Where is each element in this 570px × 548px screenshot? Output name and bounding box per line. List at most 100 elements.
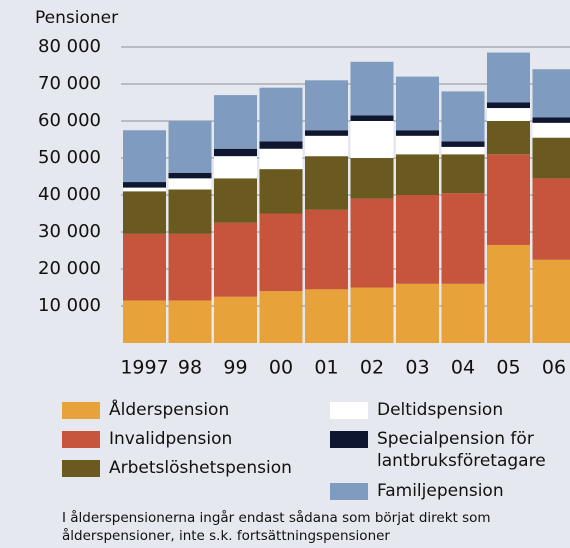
bar-segment bbox=[259, 169, 303, 214]
bar-segment bbox=[487, 121, 530, 155]
legend-item: Ålderspension bbox=[62, 399, 229, 421]
bar-segment bbox=[214, 148, 257, 157]
legend-item: Familjepension bbox=[330, 480, 570, 502]
x-tick-label: 99 bbox=[223, 357, 247, 379]
bar-segment bbox=[396, 195, 439, 284]
bar-segment bbox=[123, 233, 166, 301]
x-tick-label: 00 bbox=[269, 357, 293, 379]
bar-segment bbox=[396, 130, 439, 136]
bar-segment bbox=[214, 222, 257, 297]
bar-segment bbox=[123, 130, 166, 183]
bar-segment bbox=[168, 233, 212, 301]
x-tick-label: 03 bbox=[405, 357, 429, 379]
bar-segment bbox=[123, 191, 166, 234]
bar-segment bbox=[532, 69, 570, 118]
y-tick-label: 70 000 bbox=[38, 73, 101, 94]
x-tick-label: 01 bbox=[314, 357, 338, 379]
bar-segment bbox=[123, 187, 166, 192]
bar-segment bbox=[350, 287, 394, 343]
legend-swatch bbox=[330, 402, 368, 419]
bar-segment bbox=[259, 213, 303, 292]
bar-segment bbox=[168, 189, 212, 234]
legend-item: Deltidspension bbox=[330, 399, 570, 421]
bar-segment bbox=[441, 283, 485, 343]
bar-segment bbox=[168, 178, 212, 190]
legend-swatch bbox=[62, 460, 100, 477]
y-axis-label: Pensioner bbox=[35, 8, 118, 28]
bar-segment bbox=[441, 193, 485, 284]
legend-label: Invalidpension bbox=[109, 429, 233, 449]
bar-segment bbox=[214, 156, 257, 179]
legend-label: Deltidspension bbox=[377, 400, 504, 420]
bar-segment bbox=[441, 141, 485, 147]
legend-label: Arbetslöshetspension bbox=[109, 458, 292, 478]
legend-item: Arbetslöshetspension bbox=[62, 457, 292, 479]
bar-segment bbox=[487, 154, 530, 245]
y-tick-label: 30 000 bbox=[38, 221, 101, 242]
y-tick-label: 80 000 bbox=[38, 36, 101, 57]
bar-segment bbox=[350, 61, 394, 116]
bar-segment bbox=[168, 300, 212, 343]
bar-segment bbox=[350, 115, 394, 121]
bar-segment bbox=[487, 108, 530, 121]
legend-item: Invalidpension bbox=[62, 428, 232, 450]
footnote: I ålderspensionerna ingår endast sådana … bbox=[62, 510, 491, 544]
bar-segment bbox=[487, 102, 530, 109]
bar-segment bbox=[441, 91, 485, 142]
x-tick-label: 06 bbox=[542, 357, 566, 379]
legend-swatch bbox=[330, 483, 368, 500]
bar-segment bbox=[441, 154, 485, 194]
bar-segment bbox=[259, 87, 303, 142]
x-tick-label: 1997 bbox=[120, 357, 168, 379]
bar-segment bbox=[441, 146, 485, 155]
bar-segment bbox=[305, 130, 348, 136]
legend-item: Specialpension för lantbruksföretagare bbox=[330, 428, 570, 472]
bar-segment bbox=[214, 296, 257, 343]
bar-segment bbox=[123, 182, 166, 188]
y-tick-label: 50 000 bbox=[38, 147, 101, 168]
y-tick-label: 20 000 bbox=[38, 258, 101, 279]
bar-segment bbox=[487, 52, 530, 103]
bar-segment bbox=[396, 154, 439, 195]
y-tick-label: 10 000 bbox=[38, 295, 101, 316]
bar-segment bbox=[123, 300, 166, 343]
bar-segment bbox=[259, 291, 303, 343]
bar-segment bbox=[350, 198, 394, 288]
bar-segment bbox=[532, 137, 570, 179]
bar-segment bbox=[532, 122, 570, 138]
bar-segment bbox=[532, 259, 570, 343]
y-tick-label: 40 000 bbox=[38, 184, 101, 205]
bar-segment bbox=[305, 209, 348, 290]
legend-label: Specialpension för lantbruksföretagare bbox=[377, 429, 546, 471]
bar-segment bbox=[396, 283, 439, 343]
bar-segment bbox=[305, 156, 348, 210]
bar-segment bbox=[214, 95, 257, 149]
bar-segment bbox=[305, 80, 348, 131]
bar-segment bbox=[487, 244, 530, 343]
chart: Pensioner 10 000 20 000 30 000 40 000 50 000… bbox=[35, 8, 570, 379]
legend-swatch bbox=[62, 431, 100, 448]
legend-label: Ålderspension bbox=[109, 400, 230, 420]
bar-segment bbox=[305, 289, 348, 343]
bar-segment bbox=[350, 121, 394, 158]
x-tick-label: 02 bbox=[360, 357, 384, 379]
legend-swatch bbox=[62, 402, 100, 419]
bar-segment bbox=[259, 148, 303, 170]
bar-segment bbox=[532, 117, 570, 123]
legend-label: Familjepension bbox=[377, 481, 504, 501]
x-tick-label: 05 bbox=[496, 357, 520, 379]
bar-segment bbox=[396, 76, 439, 131]
legend-swatch bbox=[330, 431, 368, 448]
bar-segment bbox=[259, 141, 303, 149]
y-tick-label: 60 000 bbox=[38, 110, 101, 131]
bar-segment bbox=[168, 121, 212, 173]
bar-segment bbox=[168, 172, 212, 179]
bar-segment bbox=[214, 178, 257, 223]
x-tick-label: 04 bbox=[451, 357, 475, 379]
bar-segment bbox=[305, 135, 348, 157]
bar-segment bbox=[396, 135, 439, 155]
bar-segment bbox=[532, 178, 570, 260]
x-tick-label: 98 bbox=[178, 357, 202, 379]
bar-segment bbox=[350, 158, 394, 199]
